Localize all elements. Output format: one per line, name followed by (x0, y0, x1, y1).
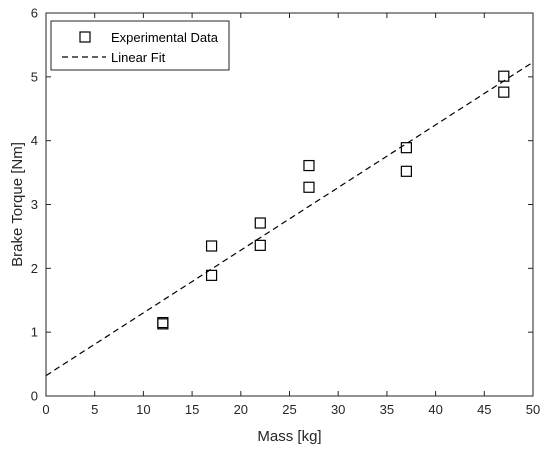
x-tick-label: 25 (282, 402, 296, 417)
legend: Experimental Data Linear Fit (50, 20, 230, 71)
fit-line (45, 61, 534, 377)
legend-box (50, 20, 230, 71)
data-point (254, 239, 266, 251)
y-axis-label: Brake Torque [Nm] (9, 142, 26, 267)
y-tick-label: 4 (31, 133, 38, 148)
x-axis: 0 5 10 15 20 25 30 35 40 45 50 (42, 13, 540, 417)
x-tick-label: 5 (91, 402, 98, 417)
data-point (400, 142, 412, 154)
data-point (205, 269, 218, 281)
data-point (498, 86, 510, 98)
y-tick-label: 1 (31, 325, 38, 340)
data-point (205, 240, 218, 252)
data-point (498, 70, 510, 82)
y-tick-label: 3 (31, 197, 38, 212)
data-point (254, 217, 266, 229)
x-tick-label: 15 (185, 402, 199, 417)
x-tick-label: 45 (477, 402, 491, 417)
legend-label-experimental: Experimental Data (111, 30, 219, 45)
y-tick-label: 2 (31, 261, 38, 276)
x-tick-label: 40 (428, 402, 442, 417)
legend-label-fit: Linear Fit (111, 50, 166, 65)
x-tick-label: 0 (42, 402, 49, 417)
data-point (303, 159, 315, 172)
x-axis-label: Mass [kg] (257, 428, 321, 445)
x-tick-label: 20 (234, 402, 248, 417)
data-point (303, 181, 315, 193)
x-tick-label: 50 (526, 402, 540, 417)
y-tick-label: 5 (31, 69, 38, 84)
x-tick-label: 35 (380, 402, 394, 417)
y-axis: 0 1 2 3 4 5 6 (31, 6, 533, 404)
y-tick-label: 0 (31, 389, 38, 404)
x-tick-label: 30 (331, 402, 345, 417)
legend-marker-experimental (79, 31, 91, 43)
x-tick-label: 10 (136, 402, 150, 417)
y-tick-label: 6 (31, 6, 38, 21)
data-point (400, 165, 412, 177)
data-point (157, 318, 169, 330)
